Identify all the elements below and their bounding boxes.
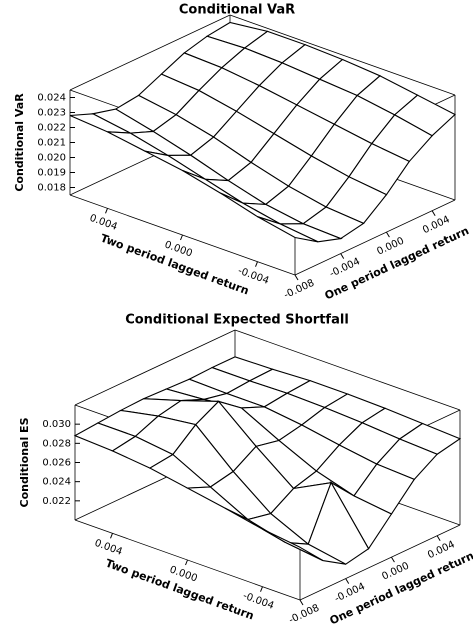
y-tick bbox=[260, 586, 263, 592]
x-tick bbox=[390, 556, 395, 563]
z-tick-label: 0.026 bbox=[42, 458, 71, 469]
z-tick-label: 0.022 bbox=[37, 123, 66, 134]
chart-title: Conditional VaR bbox=[179, 3, 295, 18]
z-tick-label: 0.030 bbox=[42, 419, 71, 430]
x-tick bbox=[345, 578, 350, 584]
surface-chart: Conditional Expected Shortfall 0.022 0.024… bbox=[18, 313, 473, 625]
box-edge bbox=[229, 14, 456, 96]
y-tick-label: 0.004 bbox=[88, 213, 119, 233]
x-tick bbox=[294, 274, 299, 281]
chart-title: Conditional Expected Shortfall bbox=[125, 313, 349, 328]
box-edge bbox=[74, 329, 236, 406]
z-axis-label: Conditional ES bbox=[18, 417, 31, 507]
y-tick bbox=[180, 234, 183, 241]
x-tick bbox=[385, 231, 390, 238]
z-axis-label: Conditional VaR bbox=[13, 93, 26, 192]
y-tick bbox=[185, 559, 188, 566]
z-tick-label: 0.024 bbox=[42, 477, 71, 488]
z-tick-label: 0.028 bbox=[42, 438, 71, 449]
x-tick-label: -0.008 bbox=[287, 603, 321, 625]
y-tick bbox=[255, 261, 258, 267]
z-tick-label: 0.024 bbox=[37, 93, 66, 104]
z-tick-label: 0.020 bbox=[37, 153, 66, 164]
z-tick-label: 0.019 bbox=[37, 168, 66, 179]
x-tick bbox=[340, 253, 345, 259]
y-tick-label: 0.004 bbox=[93, 538, 124, 558]
x-tick bbox=[431, 210, 436, 216]
x-tick-label: -0.008 bbox=[282, 278, 316, 302]
box-edge bbox=[69, 14, 231, 91]
box-edge bbox=[294, 199, 456, 276]
z-tick-label: 0.023 bbox=[37, 108, 66, 119]
y-tick bbox=[110, 533, 113, 539]
x-tick bbox=[436, 535, 441, 541]
z-tick-label: 0.022 bbox=[42, 496, 71, 507]
box-edge bbox=[234, 329, 461, 411]
y-tick bbox=[105, 208, 108, 214]
surface-chart: Conditional VaR 0.018 0.019 0.020 0.021 0.022… bbox=[13, 3, 471, 303]
box-edge bbox=[299, 524, 461, 601]
z-tick-label: 0.021 bbox=[37, 138, 66, 149]
z-tick-label: 0.018 bbox=[37, 183, 66, 194]
x-tick bbox=[299, 599, 304, 606]
surface-cell bbox=[257, 216, 319, 243]
surface-cell bbox=[262, 528, 324, 562]
